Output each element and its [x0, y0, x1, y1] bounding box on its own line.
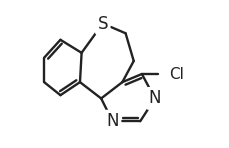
Text: N: N	[148, 89, 161, 107]
Text: Cl: Cl	[169, 66, 183, 82]
Text: N: N	[106, 112, 118, 130]
Text: S: S	[97, 15, 108, 33]
